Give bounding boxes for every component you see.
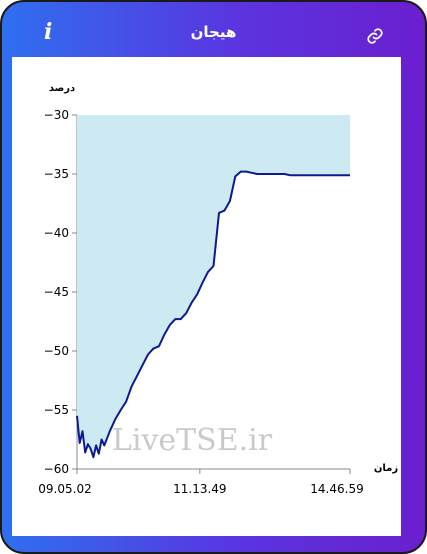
link-icon[interactable]	[366, 27, 384, 45]
y-tick-label: −30	[44, 108, 69, 122]
y-tick-label: −55	[44, 403, 69, 417]
x-axis-label: زمان	[374, 463, 398, 474]
series-line	[76, 170, 350, 459]
area-fill	[77, 115, 350, 458]
page-title: هیجان	[190, 23, 237, 41]
y-axis-label: درصد	[49, 83, 75, 94]
watermark-text: LiveTSE.ir	[112, 423, 273, 458]
info-icon[interactable]: i	[44, 19, 53, 45]
y-tick-label: −35	[44, 167, 69, 181]
y-tick-label: −45	[44, 285, 69, 299]
y-tick-label: −40	[44, 226, 69, 240]
x-tick-label: 14.46.59	[310, 482, 363, 496]
x-tick-label: 09.05.02	[38, 482, 91, 496]
emotion-chart: −30 −35 −40 −45 −50 −55 −60 09.05.02 11.13.49 14.…	[38, 83, 398, 496]
x-tick-label: 11.13.49	[173, 482, 226, 496]
y-tick-label: −50	[44, 344, 69, 358]
header-bar: i هیجان	[0, 0, 427, 56]
y-tick-label: −60	[44, 462, 69, 476]
chart-panel: −30 −35 −40 −45 −50 −55 −60 09.05.02 11.13.49 14.…	[12, 57, 401, 536]
